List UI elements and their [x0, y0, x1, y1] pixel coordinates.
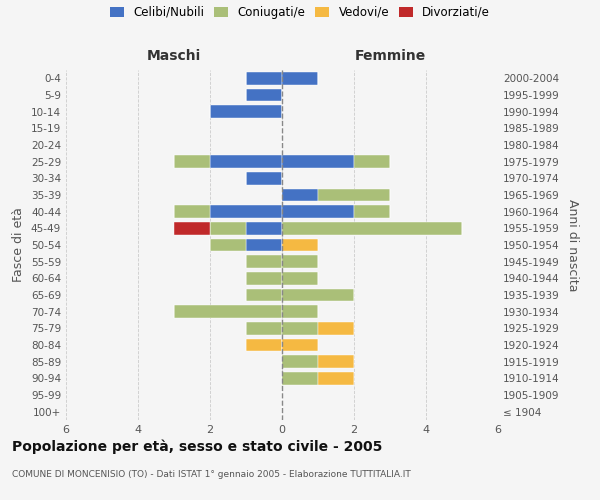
Bar [282, 306, 318, 318]
Bar [174, 156, 210, 168]
Bar [246, 172, 282, 184]
Text: Popolazione per età, sesso e stato civile - 2005: Popolazione per età, sesso e stato civil… [12, 440, 382, 454]
Bar [246, 222, 282, 234]
Bar [246, 272, 282, 284]
Bar [282, 156, 354, 168]
Y-axis label: Fasce di età: Fasce di età [13, 208, 25, 282]
Bar [282, 289, 354, 301]
Bar [246, 72, 282, 85]
Bar [282, 272, 318, 284]
Bar [210, 222, 246, 234]
Bar [318, 356, 354, 368]
Bar [282, 239, 318, 251]
Bar [246, 289, 282, 301]
Y-axis label: Anni di nascita: Anni di nascita [566, 198, 579, 291]
Bar [282, 222, 462, 234]
Bar [354, 206, 390, 218]
Bar [174, 306, 282, 318]
Bar [246, 239, 282, 251]
Bar [354, 156, 390, 168]
Text: COMUNE DI MONCENISIO (TO) - Dati ISTAT 1° gennaio 2005 - Elaborazione TUTTITALIA: COMUNE DI MONCENISIO (TO) - Dati ISTAT 1… [12, 470, 411, 479]
Bar [282, 356, 318, 368]
Bar [210, 239, 246, 251]
Text: Femmine: Femmine [355, 49, 425, 63]
Bar [282, 256, 318, 268]
Bar [282, 188, 318, 201]
Bar [246, 322, 282, 334]
Bar [282, 339, 318, 351]
Bar [282, 322, 318, 334]
Bar [210, 206, 282, 218]
Bar [318, 372, 354, 384]
Bar [318, 322, 354, 334]
Bar [282, 372, 318, 384]
Bar [282, 72, 318, 85]
Bar [210, 106, 282, 118]
Bar [210, 156, 282, 168]
Legend: Celibi/Nubili, Coniugati/e, Vedovi/e, Divorziati/e: Celibi/Nubili, Coniugati/e, Vedovi/e, Di… [110, 6, 490, 19]
Bar [174, 222, 210, 234]
Bar [318, 188, 390, 201]
Text: Maschi: Maschi [147, 49, 201, 63]
Bar [246, 256, 282, 268]
Bar [282, 206, 354, 218]
Bar [174, 206, 210, 218]
Bar [246, 89, 282, 101]
Bar [246, 339, 282, 351]
